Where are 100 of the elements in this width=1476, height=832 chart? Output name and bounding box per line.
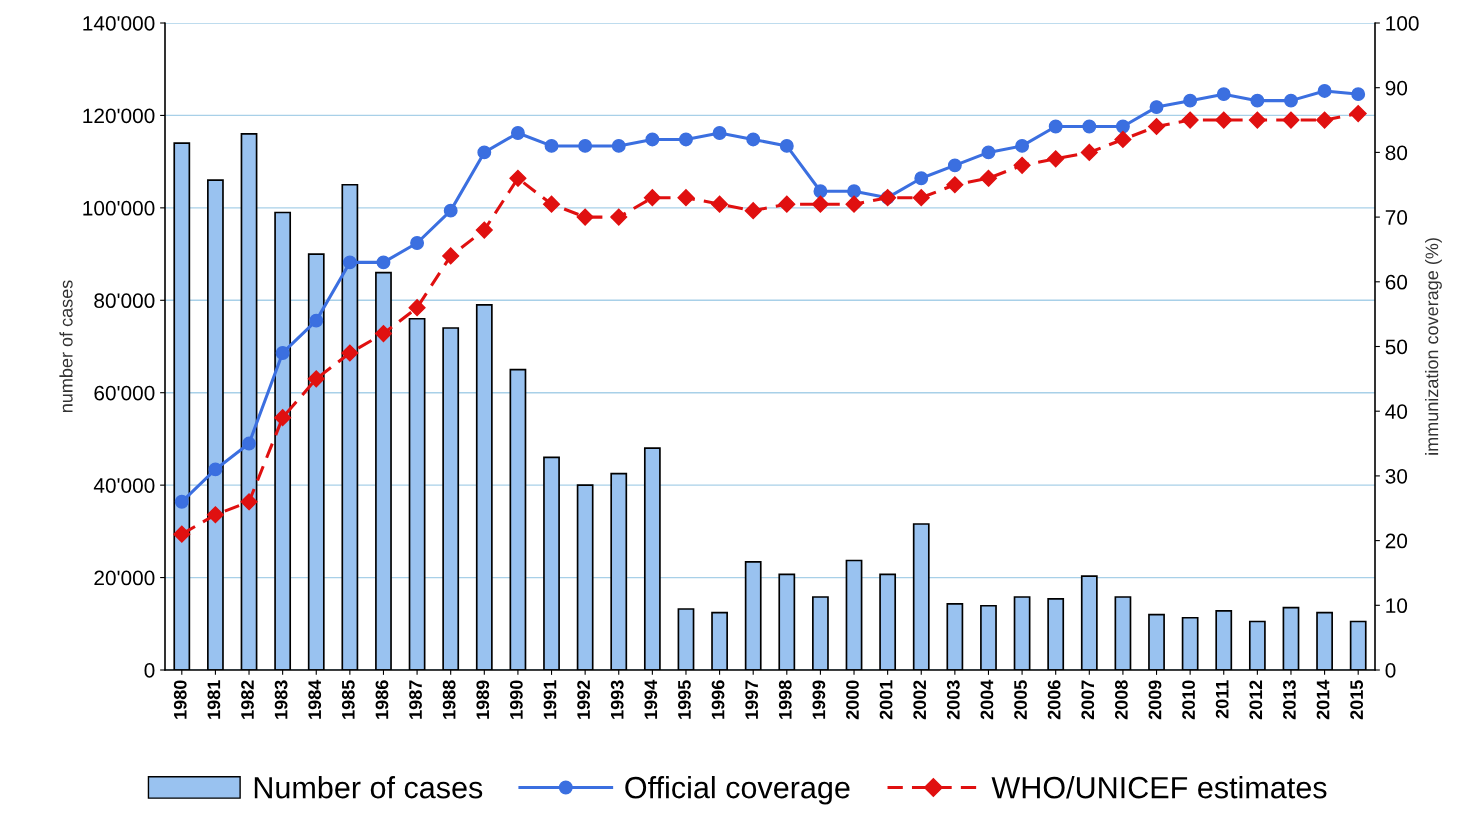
y2-tick-label: 70 xyxy=(1385,210,1408,225)
x-tick-label: 1996 xyxy=(711,680,725,719)
point xyxy=(1183,93,1198,108)
point xyxy=(475,221,493,239)
point xyxy=(847,184,861,199)
y-axis-title: number of cases xyxy=(59,280,73,413)
point xyxy=(442,247,460,265)
y2-tick-label: 0 xyxy=(1385,663,1396,678)
point xyxy=(341,344,359,362)
point xyxy=(778,195,796,213)
point xyxy=(477,145,492,160)
x-tick-label: 2000 xyxy=(846,680,859,720)
y2-tick-label: 80 xyxy=(1385,145,1408,161)
point xyxy=(274,409,292,427)
point xyxy=(744,202,762,220)
x-tick-label: 1988 xyxy=(442,680,456,719)
x-tick-label: 2014 xyxy=(1316,679,1330,720)
point xyxy=(1215,111,1233,129)
legend-label: WHO/UNICEF estimates xyxy=(991,776,1327,799)
y2-tick-label: 100 xyxy=(1386,16,1419,31)
point xyxy=(342,255,357,270)
point xyxy=(408,299,426,317)
x-tick-label: 1994 xyxy=(644,679,658,719)
point xyxy=(510,126,525,140)
point xyxy=(1115,119,1130,134)
point xyxy=(946,176,964,194)
x-tick-label: 2013 xyxy=(1283,680,1296,720)
y-tick-label: 40'000 xyxy=(93,478,155,493)
y-tick-label: 100'000 xyxy=(83,200,155,216)
point xyxy=(712,126,727,140)
point xyxy=(645,132,660,147)
point xyxy=(679,132,693,147)
y2-tick-label: 30 xyxy=(1385,468,1408,484)
point xyxy=(845,195,863,213)
x-tick-label: 1989 xyxy=(476,680,490,719)
x-tick-label: 2010 xyxy=(1182,680,1195,720)
point xyxy=(1317,83,1332,98)
x-tick-label: 1984 xyxy=(308,679,322,719)
x-tick-label: 1985 xyxy=(341,680,355,719)
point xyxy=(1047,150,1065,168)
y-tick-label: 20'000 xyxy=(94,570,155,586)
x-tick-label: 1981 xyxy=(207,680,221,719)
point xyxy=(779,138,794,153)
point xyxy=(542,195,561,213)
point xyxy=(206,506,224,524)
point xyxy=(981,145,996,160)
x-tick-label: 2005 xyxy=(1014,680,1027,720)
point xyxy=(643,189,661,207)
point xyxy=(677,189,695,207)
point xyxy=(208,462,223,477)
point xyxy=(1181,111,1199,129)
point xyxy=(1316,111,1334,129)
x-tick-label: 2002 xyxy=(913,680,927,720)
y2-tick-label: 50 xyxy=(1385,339,1408,355)
point xyxy=(242,436,256,451)
x-tick-label: 1998 xyxy=(778,680,792,719)
x-tick-label: 2003 xyxy=(946,680,960,720)
point xyxy=(410,236,425,250)
point xyxy=(1282,111,1300,129)
x-tick-label: 2015 xyxy=(1350,680,1364,720)
y-tick-label: 0 xyxy=(144,663,155,678)
x-tick-label: 2012 xyxy=(1249,680,1263,720)
x-tick-label: 1987 xyxy=(409,680,422,719)
point xyxy=(1114,130,1132,149)
x-tick-label: 1992 xyxy=(577,680,590,719)
x-tick-label: 1986 xyxy=(375,680,389,719)
point xyxy=(578,138,593,153)
point xyxy=(1149,100,1164,115)
y2-tick-label: 20 xyxy=(1385,533,1408,549)
x-tick-label: 1991 xyxy=(543,680,557,719)
x-tick-label: 1982 xyxy=(241,680,254,719)
point xyxy=(1082,119,1097,134)
x-tick-label: 1990 xyxy=(509,680,523,719)
point xyxy=(1284,93,1298,108)
point xyxy=(1080,143,1098,161)
point xyxy=(912,189,930,207)
legend-label: Official coverage xyxy=(625,776,850,805)
x-tick-label: 1983 xyxy=(274,680,288,719)
y2-axis-title: immunization coverage (%) xyxy=(1425,238,1442,455)
point xyxy=(443,203,458,218)
legend-label: Number of cases xyxy=(254,776,483,799)
x-tick-label: 2007 xyxy=(1081,680,1095,720)
point xyxy=(914,171,929,186)
x-tick-label: 1993 xyxy=(610,680,624,719)
point xyxy=(576,208,594,226)
y-tick-label: 120'000 xyxy=(83,108,155,124)
x-tick-label: 1980 xyxy=(173,680,187,719)
x-tick-label: 2009 xyxy=(1148,680,1162,720)
point xyxy=(746,132,761,147)
point xyxy=(1015,138,1030,153)
point xyxy=(1216,87,1231,102)
x-tick-label: 1997 xyxy=(745,680,759,719)
point xyxy=(173,525,191,543)
point xyxy=(1248,111,1266,129)
point xyxy=(813,184,828,199)
point xyxy=(711,195,729,213)
point xyxy=(611,138,626,153)
x-tick-label: 2004 xyxy=(980,679,994,720)
point xyxy=(374,325,393,343)
point xyxy=(376,255,391,270)
